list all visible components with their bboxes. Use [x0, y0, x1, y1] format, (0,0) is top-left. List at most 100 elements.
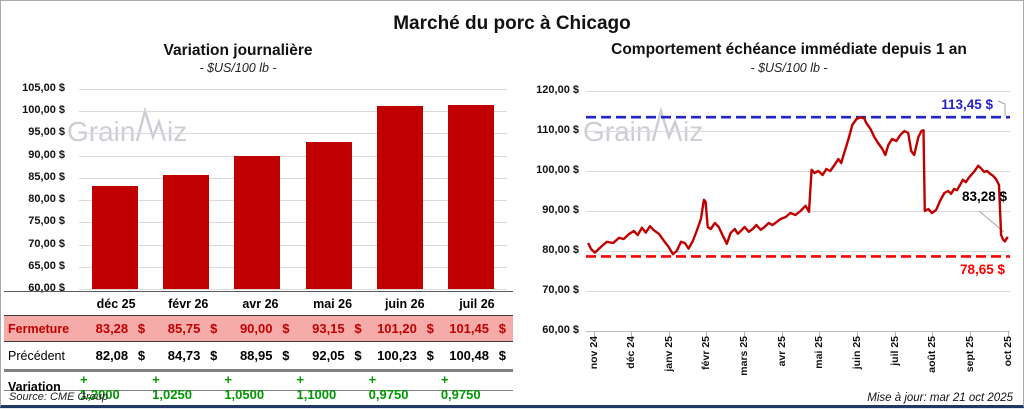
- price-table: déc 25 févr 26 avr 26 mai 26 juin 26 juil 26 F…: [4, 291, 513, 402]
- table-header-row: déc 25 févr 26 avr 26 mai 26 juin 26 juil 26: [4, 292, 513, 315]
- max-value-label: 113,45 $: [941, 97, 993, 112]
- value-cell: 101,20 $: [369, 316, 441, 341]
- x-tick: [744, 332, 746, 336]
- line-chart-canvas: [586, 100, 1010, 258]
- x-tick-label: mai 25: [813, 336, 826, 369]
- x-tick: [932, 332, 934, 336]
- value-cell: 100,48 $: [441, 342, 513, 369]
- currency-symbol: $: [137, 348, 146, 363]
- value: + 0,9750: [440, 372, 481, 402]
- value-cell: 84,73 $: [152, 342, 224, 369]
- value-cell: + 0,9750$: [441, 372, 513, 402]
- value: + 1,2000: [80, 372, 120, 402]
- bar-gridline: [79, 244, 507, 246]
- bar-y-tick-label: 100,00 $: [22, 104, 65, 117]
- column-header: juin 26: [384, 296, 425, 311]
- bar-gridline: [79, 133, 507, 135]
- watermark-text: iz: [167, 116, 187, 147]
- line-chart-subtitle: - $US/100 lb -: [750, 61, 828, 75]
- line-y-tick-label: 70,00 $: [542, 284, 579, 296]
- value: + 1,0500: [224, 372, 265, 402]
- value: + 1,1000: [296, 372, 337, 402]
- value: 83,28: [95, 321, 129, 336]
- bar-gridline: [79, 111, 507, 113]
- currency-symbol: $: [137, 321, 146, 336]
- bar-gridline: [79, 200, 507, 202]
- line-gridline: [586, 251, 1010, 252]
- currency-symbol: $: [210, 321, 218, 336]
- x-tick-label: nov 24: [587, 336, 600, 370]
- value: 93,15: [312, 321, 345, 336]
- bar-déc 25: [91, 185, 138, 289]
- line-y-tick-label: 60,00 $: [542, 324, 579, 336]
- line-chart-title: Comportement échéance immédiate depuis 1…: [611, 41, 967, 58]
- currency-symbol: $: [354, 321, 362, 336]
- line-y-tick-label: 90,00 $: [542, 204, 579, 216]
- table-row-fermeture: Fermeture 83,28 $85,75 $90,00 $93,15 $101,20 $…: [4, 315, 513, 342]
- value: 100,23: [377, 348, 417, 363]
- grainwiz-watermark: Grain iz: [67, 107, 187, 147]
- currency-symbol: $: [498, 348, 506, 363]
- x-tick-label: août 25: [926, 336, 939, 373]
- bar-févr 26: [163, 174, 209, 289]
- bar-chart-subtitle: - $US/100 lb -: [199, 61, 277, 75]
- value-cell: 92,05 $: [296, 342, 368, 369]
- currency-symbol: $: [282, 348, 290, 363]
- x-tick-label: juin 25: [850, 336, 863, 370]
- currency-symbol: $: [354, 348, 362, 363]
- currency-symbol: $: [210, 348, 218, 363]
- value-cell: + 1,2000$: [80, 372, 152, 402]
- value: 82,08: [95, 348, 129, 363]
- line-gridline: [586, 171, 1010, 172]
- value-cell: 90,00 $: [224, 316, 296, 341]
- row-label: Précédent: [8, 348, 65, 363]
- value: 100,48: [449, 348, 489, 363]
- x-tick: [819, 332, 821, 336]
- bar-mai 26: [305, 141, 352, 289]
- value: 101,45: [449, 321, 489, 336]
- bar-gridline: [79, 289, 507, 290]
- row-label: Variation: [8, 380, 61, 394]
- watermark-zigzag-icon: [651, 107, 683, 142]
- value-cell: + 1,0500$: [224, 372, 296, 402]
- line-y-tick-label: 120,00 $: [536, 84, 579, 96]
- bar-gridline: [79, 222, 507, 224]
- bar-gridline: [79, 155, 507, 157]
- min-value-label: 78,65 $: [959, 262, 1005, 277]
- value-cell: + 0,9750$: [369, 372, 441, 402]
- currency-symbol: $: [426, 348, 434, 363]
- watermark-text: Grain: [67, 116, 135, 147]
- currency-symbol: $: [498, 321, 506, 336]
- bar-avr 26: [234, 155, 281, 289]
- value-cell: 100,23 $: [369, 342, 441, 369]
- max-label-leader-line: [997, 100, 1006, 116]
- currency-symbol: $: [282, 321, 290, 336]
- x-tick: [781, 332, 783, 336]
- table-row-variation: Variation+ 1,2000$+ 1,0250$+ 1,0500$+ 1,…: [4, 372, 513, 402]
- column-header: juil 26: [459, 296, 495, 311]
- x-tick-label: déc 24: [625, 336, 638, 369]
- bar-y-tick-label: 90,00 $: [28, 148, 65, 161]
- value: + 1,0250: [152, 372, 192, 402]
- x-tick-label: oct 25: [1001, 336, 1014, 367]
- bar-juil 26: [448, 104, 495, 289]
- currency-symbol: $: [426, 321, 434, 336]
- column-header: févr 26: [168, 296, 209, 311]
- x-tick: [668, 332, 670, 336]
- bar-gridline: [79, 266, 507, 268]
- value: 85,75: [167, 321, 201, 336]
- bar-chart-title: Variation journalière: [163, 42, 313, 59]
- value-cell: + 1,1000$: [296, 372, 368, 402]
- value-cell: 82,08 $: [80, 342, 152, 369]
- bar-juin 26: [377, 105, 423, 289]
- column-header: déc 25: [96, 296, 136, 311]
- x-tick-label: janv 25: [662, 336, 675, 372]
- table-corner: [4, 292, 80, 315]
- x-tick: [1007, 332, 1009, 336]
- x-tick: [856, 332, 858, 336]
- column-header: avr 26: [242, 296, 279, 311]
- x-tick-label: sept 25: [963, 336, 976, 373]
- bar-y-tick-label: 85,00 $: [28, 170, 65, 183]
- value-cell: 93,15 $: [296, 316, 368, 341]
